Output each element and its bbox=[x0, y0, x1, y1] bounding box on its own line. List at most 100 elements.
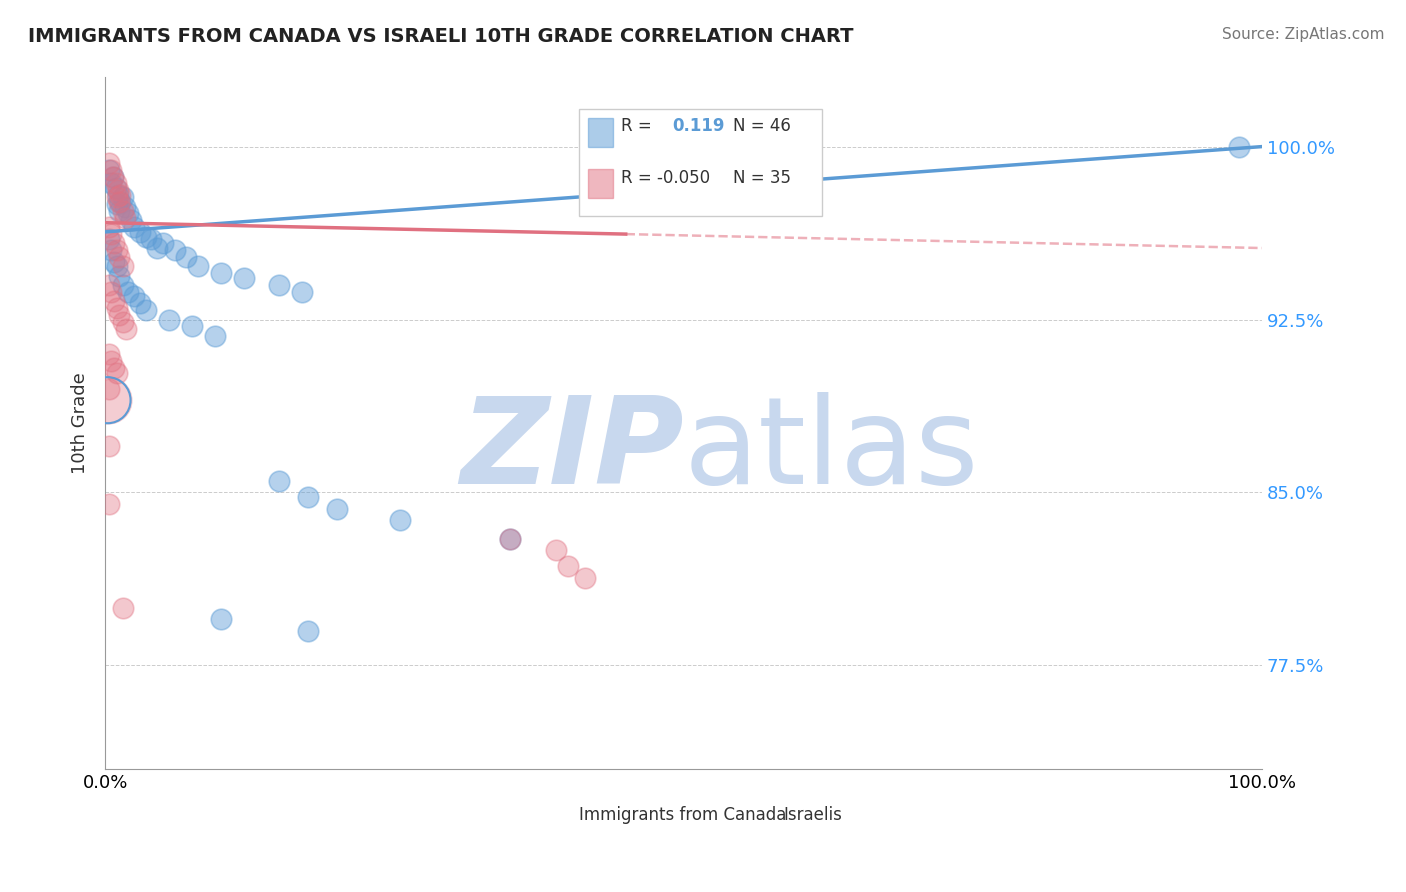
Point bbox=[104, 181, 127, 195]
Point bbox=[97, 220, 120, 235]
Point bbox=[114, 211, 136, 225]
Bar bbox=[579, 109, 823, 216]
Point bbox=[120, 213, 142, 227]
Text: R =: R = bbox=[621, 117, 652, 135]
Text: N = 35: N = 35 bbox=[734, 169, 792, 187]
Bar bbox=[588, 118, 613, 146]
Point bbox=[163, 244, 186, 258]
Point bbox=[117, 206, 139, 220]
Point bbox=[115, 322, 138, 336]
Point bbox=[114, 200, 136, 214]
Point bbox=[100, 244, 122, 258]
Point bbox=[103, 169, 125, 184]
Bar bbox=[588, 169, 613, 199]
Point bbox=[187, 260, 209, 274]
Point bbox=[108, 204, 131, 219]
Point bbox=[297, 490, 319, 504]
Point bbox=[267, 474, 290, 488]
Point bbox=[103, 255, 125, 269]
Point bbox=[105, 197, 128, 211]
Point bbox=[105, 260, 128, 274]
Point bbox=[103, 360, 125, 375]
Point bbox=[297, 624, 319, 638]
Point bbox=[100, 354, 122, 368]
Point bbox=[129, 296, 152, 310]
Point bbox=[103, 294, 125, 309]
Point bbox=[100, 227, 122, 242]
Point bbox=[97, 439, 120, 453]
Point bbox=[108, 250, 131, 264]
Point bbox=[97, 232, 120, 246]
Point bbox=[157, 312, 180, 326]
Point bbox=[135, 229, 157, 244]
Point bbox=[103, 169, 125, 184]
Point bbox=[100, 285, 122, 299]
Point bbox=[97, 347, 120, 361]
Point bbox=[96, 393, 118, 408]
Point bbox=[233, 271, 256, 285]
Point bbox=[546, 543, 568, 558]
Point bbox=[97, 497, 120, 511]
Point bbox=[105, 366, 128, 380]
Point bbox=[267, 277, 290, 292]
Point bbox=[152, 236, 174, 251]
Point bbox=[110, 188, 132, 202]
Text: ZIP: ZIP bbox=[460, 392, 683, 509]
Text: Source: ZipAtlas.com: Source: ZipAtlas.com bbox=[1222, 27, 1385, 42]
Point bbox=[96, 393, 118, 408]
Point bbox=[204, 328, 226, 343]
Point bbox=[97, 162, 120, 177]
Point bbox=[97, 155, 120, 169]
Point bbox=[111, 277, 134, 292]
Point bbox=[105, 301, 128, 315]
Text: N = 46: N = 46 bbox=[734, 117, 792, 135]
Text: IMMIGRANTS FROM CANADA VS ISRAELI 10TH GRADE CORRELATION CHART: IMMIGRANTS FROM CANADA VS ISRAELI 10TH G… bbox=[28, 27, 853, 45]
Point bbox=[108, 194, 131, 209]
Point bbox=[499, 532, 522, 546]
Point bbox=[97, 277, 120, 292]
Text: Israelis: Israelis bbox=[783, 805, 842, 823]
Point bbox=[209, 267, 232, 281]
Point bbox=[209, 612, 232, 626]
Point bbox=[103, 236, 125, 251]
Point bbox=[141, 232, 163, 246]
Point bbox=[574, 571, 596, 585]
Point bbox=[557, 559, 579, 574]
Point bbox=[104, 177, 127, 191]
Point bbox=[111, 315, 134, 329]
Point bbox=[105, 244, 128, 258]
Point bbox=[181, 319, 204, 334]
Point bbox=[100, 177, 122, 191]
Y-axis label: 10th Grade: 10th Grade bbox=[72, 372, 89, 475]
Point bbox=[325, 501, 347, 516]
Point bbox=[389, 513, 412, 527]
Point bbox=[100, 162, 122, 177]
Text: atlas: atlas bbox=[683, 392, 979, 509]
Bar bbox=[751, 795, 776, 821]
Point bbox=[291, 285, 314, 299]
Point bbox=[108, 308, 131, 322]
Point bbox=[110, 194, 132, 209]
Point bbox=[107, 183, 129, 197]
Point bbox=[111, 190, 134, 204]
Point bbox=[146, 241, 169, 255]
Point bbox=[97, 382, 120, 396]
Text: 0.119: 0.119 bbox=[672, 117, 724, 135]
Point bbox=[111, 600, 134, 615]
Point bbox=[122, 289, 145, 303]
Point bbox=[129, 225, 152, 239]
Text: R = -0.050: R = -0.050 bbox=[621, 169, 710, 187]
Text: Immigrants from Canada: Immigrants from Canada bbox=[579, 805, 787, 823]
Point bbox=[111, 260, 134, 274]
Point bbox=[108, 268, 131, 283]
Point bbox=[135, 303, 157, 318]
Point bbox=[105, 190, 128, 204]
Point bbox=[111, 204, 134, 219]
Bar bbox=[547, 795, 572, 821]
Point bbox=[117, 285, 139, 299]
Point bbox=[499, 532, 522, 546]
Point bbox=[174, 250, 197, 264]
Point bbox=[122, 220, 145, 235]
Point bbox=[1227, 139, 1250, 153]
Point bbox=[107, 188, 129, 202]
